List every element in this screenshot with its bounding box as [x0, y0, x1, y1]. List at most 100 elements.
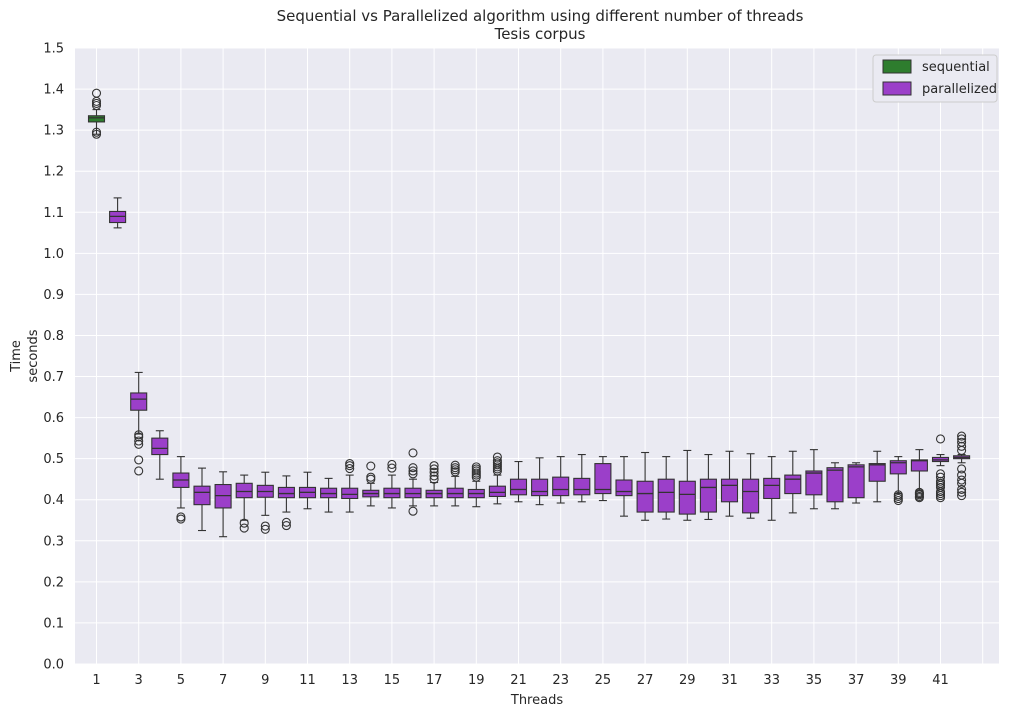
- iqr-box: [847, 464, 865, 499]
- box-parallelized-8: [235, 474, 253, 533]
- box-parallelized-30: [699, 454, 717, 520]
- iqr-box: [657, 478, 675, 513]
- y-tick-label: 1.4: [43, 83, 64, 98]
- iqr-box: [151, 437, 169, 456]
- legend-label-parallelized: parallelized: [922, 82, 997, 97]
- x-tick-label: 23: [552, 673, 569, 688]
- legend-swatch-parallelized: [882, 81, 912, 96]
- y-tick-label: 0.7: [43, 370, 64, 385]
- box-parallelized-38: [868, 450, 886, 503]
- iqr-box: [742, 478, 760, 514]
- plot-area: [75, 48, 999, 664]
- outlier-point: [91, 88, 102, 98]
- box-parallelized-42: [953, 431, 971, 501]
- y-tick-label: 0.8: [43, 329, 64, 344]
- outlier-point: [957, 441, 967, 451]
- box-parallelized-34: [784, 450, 802, 514]
- outlier-point: [134, 430, 144, 440]
- box-parallelized-39: [889, 456, 907, 506]
- outlier-point: [429, 464, 439, 474]
- box-parallelized-28: [657, 456, 675, 520]
- box-parallelized-20: [488, 452, 506, 505]
- outlier-point: [408, 469, 418, 479]
- outlier-point: [260, 521, 270, 531]
- outlier-point: [429, 471, 439, 481]
- box-parallelized-41: [931, 434, 950, 503]
- outlier-point: [935, 476, 946, 486]
- outlier-point: [429, 474, 439, 484]
- x-tick-label: 7: [219, 673, 227, 688]
- outlier-point: [408, 463, 418, 473]
- outlier-point: [134, 439, 144, 449]
- x-tick-label: 39: [890, 673, 907, 688]
- y-tick-label: 1.2: [43, 165, 64, 180]
- outlier-point: [957, 487, 967, 497]
- x-tick-label: 13: [341, 673, 358, 688]
- outlier-point: [492, 452, 502, 462]
- outlier-point: [957, 475, 967, 485]
- iqr-box: [720, 478, 739, 503]
- outlier-point: [429, 461, 439, 471]
- x-tick-label: 37: [848, 673, 865, 688]
- outlier-point: [366, 461, 376, 471]
- y-axis-units: seconds: [26, 329, 41, 382]
- y-tick-label: 1.3: [43, 124, 64, 139]
- iqr-box: [615, 479, 633, 497]
- outlier-point: [134, 455, 144, 465]
- box-parallelized-32: [742, 453, 760, 519]
- x-tick-label: 19: [468, 673, 485, 688]
- box-parallelized-18: [446, 460, 464, 507]
- y-tick-label: 0.3: [43, 534, 64, 549]
- outlier-point: [408, 506, 418, 516]
- box-parallelized-21: [509, 460, 528, 503]
- iqr-box: [552, 476, 570, 497]
- box-parallelized-9: [256, 471, 274, 534]
- x-tick-label: 33: [763, 673, 780, 688]
- iqr-box: [889, 460, 907, 475]
- x-axis-label: Threads: [510, 693, 563, 708]
- y-tick-label: 0.0: [43, 658, 64, 673]
- outlier-point: [345, 459, 355, 469]
- x-tick-label: 21: [510, 673, 527, 688]
- box-parallelized-36: [826, 462, 844, 510]
- x-tick-label: 1: [92, 673, 100, 688]
- box-parallelized-17: [425, 461, 443, 507]
- chart-subtitle: Tesis corpus: [494, 25, 586, 43]
- outlier-point: [957, 484, 967, 495]
- outlier-point: [281, 517, 291, 527]
- legend: sequential parallelized: [872, 54, 998, 103]
- legend-label-sequential: sequential: [922, 60, 990, 75]
- iqr-box: [235, 482, 253, 499]
- outlier-point: [957, 464, 967, 474]
- outlier-point: [957, 437, 967, 447]
- outlier-point: [429, 467, 439, 477]
- grid-layer: [75, 47, 999, 665]
- outlier-point: [957, 434, 967, 444]
- box-parallelized-3: [130, 371, 148, 476]
- chart-title: Sequential vs Parallelized algorithm usi…: [277, 7, 804, 25]
- outlier-point: [957, 491, 967, 501]
- outlier-point: [408, 448, 418, 458]
- y-tick-label: 0.4: [43, 493, 64, 508]
- box-parallelized-10: [277, 475, 295, 531]
- outlier-point: [957, 431, 967, 441]
- iqr-box: [277, 486, 295, 499]
- iqr-box: [868, 463, 886, 482]
- y-tick-label: 0.6: [43, 411, 64, 426]
- box-parallelized-40: [910, 449, 928, 503]
- box-parallelized-15: [383, 459, 401, 509]
- iqr-box: [488, 485, 506, 497]
- iqr-box: [636, 480, 654, 513]
- box-parallelized-31: [720, 450, 739, 517]
- outlier-point: [471, 462, 481, 472]
- outlier-point: [345, 463, 355, 474]
- box-parallelized-12: [320, 477, 338, 513]
- x-tick-labels: 1 3 5 7 9 11 13 15 17 19 21 23 25 27 29 31 33 35 37 39 41: [92, 673, 948, 688]
- y-tick-labels: 0.0 0.1 0.2 0.3 0.4 0.5 0.6 0.7 0.8 0.9 1.0 1.1 1.2 1…: [43, 42, 64, 673]
- x-tick-label: 31: [721, 673, 738, 688]
- outlier-point: [450, 463, 460, 473]
- y-tick-label: 0.5: [43, 452, 64, 467]
- x-tick-label: 41: [932, 673, 949, 688]
- box-parallelized-23: [552, 456, 570, 504]
- outlier-point: [893, 490, 903, 500]
